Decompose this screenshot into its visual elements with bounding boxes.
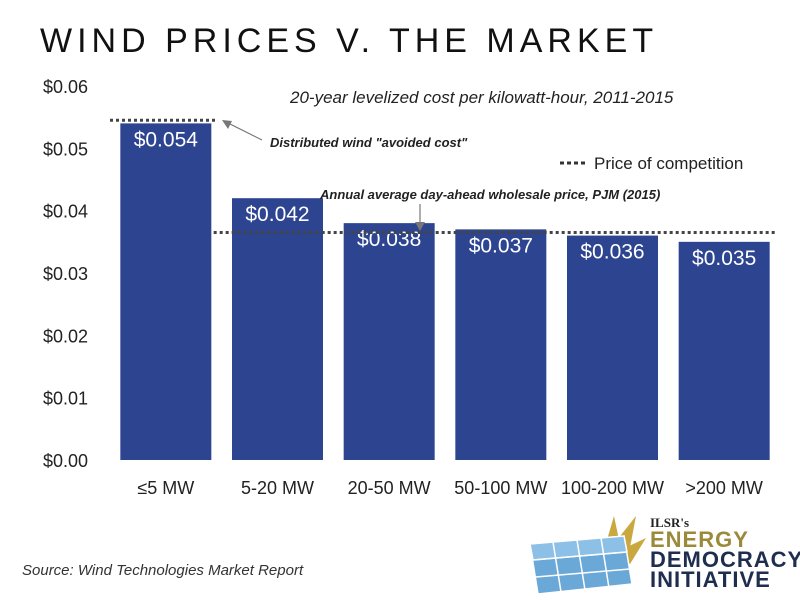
logo-line-2: DEMOCRACY (650, 547, 800, 572)
x-tick-label: >200 MW (685, 478, 763, 498)
bar-3 (343, 223, 435, 460)
x-tick-label: 100-200 MW (561, 478, 664, 498)
logo-wordmark: ENERGY DEMOCRACY INITIATIVE (650, 527, 800, 592)
x-axis: ≤5 MW 5-20 MW 20-50 MW 50-100 MW 100-200 MW >… (137, 478, 763, 498)
ilsr-logo: ILSR's ENERGY DEMOCRACY INITIATIVE (528, 514, 800, 598)
bar-1 (120, 123, 212, 461)
annotation-arrow (225, 121, 263, 141)
bar-4 (455, 229, 547, 460)
chart-subtitle: 20-year levelized cost per kilowatt-hour… (290, 88, 674, 107)
y-tick-label: $0.06 (43, 77, 88, 97)
legend: Price of competition (560, 154, 743, 173)
x-tick-label: 5-20 MW (241, 478, 314, 498)
y-tick-label: $0.01 (43, 389, 88, 409)
x-tick-label: 50-100 MW (454, 478, 547, 498)
bar-6 (678, 241, 770, 460)
arrow-head-icon (222, 120, 232, 129)
y-tick-label: $0.05 (43, 139, 88, 159)
annotation-avoided-cost: Distributed wind "avoided cost" (270, 135, 468, 150)
solar-panel-logo-icon (529, 516, 646, 595)
x-tick-label: 20-50 MW (348, 478, 431, 498)
bar-value-label: $0.042 (245, 203, 309, 226)
bar-2 (232, 198, 323, 460)
y-axis: $0.00 $0.01 $0.02 $0.03 $0.04 $0.05 $0.06 (43, 77, 88, 471)
logo-line-3: INITIATIVE (650, 567, 771, 592)
bar-value-label: $0.037 (469, 234, 533, 257)
chart-title: WIND PRICES V. THE MARKET (40, 22, 659, 60)
bar-5 (567, 235, 658, 460)
bar-chart: $0.00 $0.01 $0.02 $0.03 $0.04 $0.05 $0.06 $0.0… (43, 77, 776, 498)
logo-line-1: ENERGY (650, 527, 749, 552)
arrow-head-icon (415, 222, 425, 231)
legend-label: Price of competition (594, 154, 743, 173)
bar-value-label: $0.035 (692, 247, 756, 270)
y-tick-label: $0.02 (43, 326, 88, 346)
bar-value-label: $0.036 (580, 241, 644, 264)
logo-org: ILSR's (650, 515, 690, 530)
annotation-wholesale-price: Annual average day-ahead wholesale price… (319, 187, 660, 202)
x-tick-label: ≤5 MW (137, 478, 194, 498)
bars: $0.054 $0.042 $0.038 $0.037 $0.036 $0.035 (120, 123, 770, 461)
source-note: Source: Wind Technologies Market Report (22, 562, 304, 579)
y-tick-label: $0.03 (43, 264, 88, 284)
bar-value-label: $0.038 (357, 228, 421, 251)
reference-lines (110, 118, 776, 234)
y-tick-label: $0.04 (43, 202, 88, 222)
bar-value-label: $0.054 (134, 128, 199, 151)
y-tick-label: $0.00 (43, 451, 88, 471)
annotations: Distributed wind "avoided cost" Annual av… (222, 120, 660, 231)
